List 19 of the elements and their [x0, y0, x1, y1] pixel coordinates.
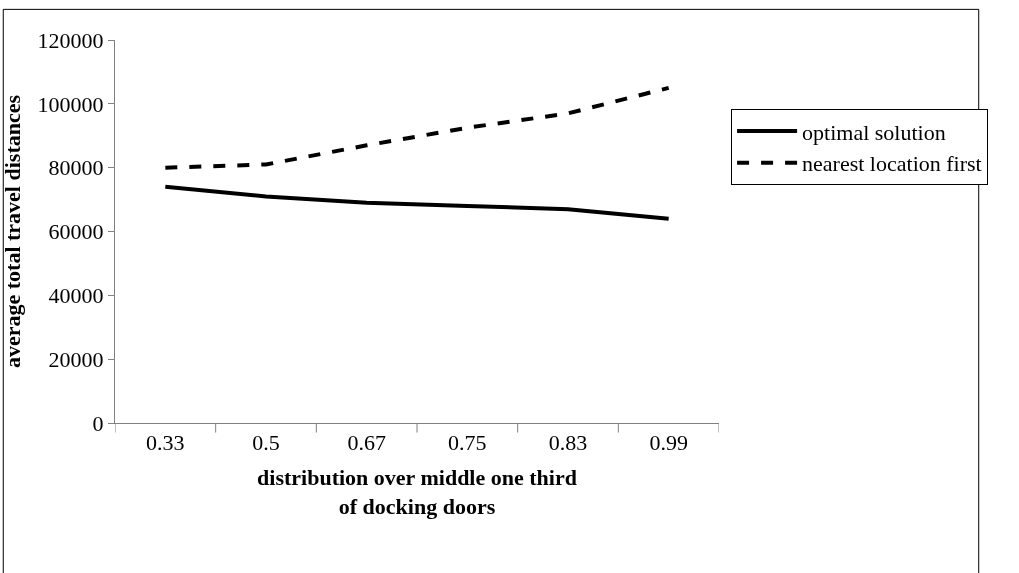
legend-label: optimal solution — [802, 119, 946, 145]
line-series — [163, 85, 671, 170]
y-tick-label: 20000 — [48, 346, 104, 372]
y-tick-label: 80000 — [48, 155, 104, 181]
y-tick-label: 120000 — [37, 27, 104, 53]
x-tick-label: 0.83 — [548, 430, 588, 456]
y-tick-label: 100000 — [37, 91, 104, 117]
x-tick-label: 0.5 — [252, 430, 280, 456]
x-axis-title: distribution over middle one third of docking doors — [257, 465, 577, 519]
y-axis-title: average total travel distances — [0, 94, 26, 369]
x-tick-label: 0.33 — [146, 430, 185, 456]
y-tick-label: 0 — [92, 410, 104, 436]
line-series — [163, 184, 671, 221]
x-tick-label: 0.67 — [347, 430, 386, 456]
x-tick-label: 0.99 — [649, 430, 688, 456]
legend-label: nearest location first — [802, 151, 982, 177]
x-tick-label: 0.75 — [448, 430, 487, 456]
y-tick-label: 40000 — [48, 283, 104, 309]
y-tick-label: 60000 — [48, 219, 104, 245]
